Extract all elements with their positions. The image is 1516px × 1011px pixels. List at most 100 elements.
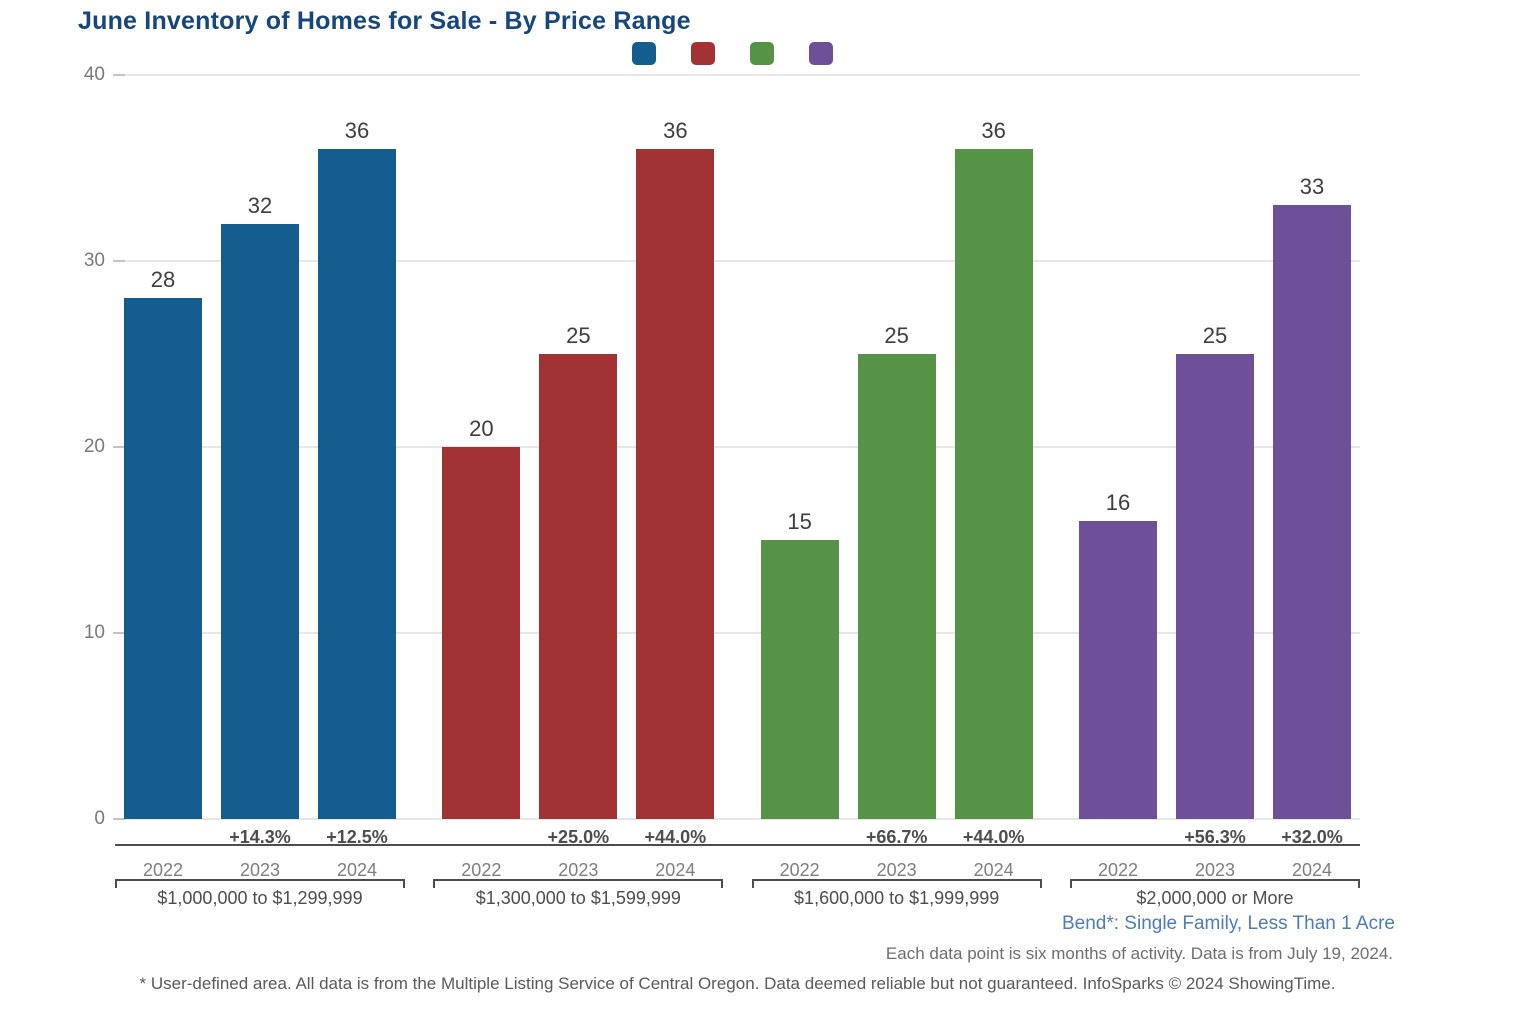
pct-change-label: +44.0% xyxy=(962,827,1025,847)
legend-item xyxy=(808,42,844,65)
year-label: 2023 xyxy=(1194,860,1235,880)
bar-slot: 36 +12.5% 2024 xyxy=(318,75,396,880)
bar-value-label: 32 xyxy=(247,192,273,218)
year-label: 2023 xyxy=(876,860,917,880)
year-label: 2023 xyxy=(558,860,599,880)
bar xyxy=(539,354,618,819)
bar-slot: 25 +66.7% 2023 xyxy=(857,75,936,880)
data-note: Each data point is six months of activit… xyxy=(885,944,1393,963)
y-axis-label: 20 xyxy=(83,436,105,457)
bar xyxy=(124,298,202,819)
year-label: 2024 xyxy=(973,860,1014,880)
pct-change-label: +44.0% xyxy=(644,827,707,847)
bar-group: 16 2022 25 +56.3% 2023 33 +32.0% 2024 xyxy=(1078,75,1351,880)
bar-slot: 20 2022 xyxy=(442,75,521,880)
y-axis-label: 40 xyxy=(83,64,105,85)
bar-value-label: 25 xyxy=(884,323,909,348)
y-axis-tick xyxy=(113,632,125,634)
bar xyxy=(221,223,299,819)
group-bracket xyxy=(751,879,1042,888)
bar-group: 28 2022 32 +14.3% 2023 36 +12.5% 2024 xyxy=(124,75,396,880)
year-label: 2024 xyxy=(336,860,378,880)
year-label: 2022 xyxy=(142,860,184,880)
bar xyxy=(1078,521,1157,819)
bar xyxy=(760,540,839,819)
bar-value-label: 36 xyxy=(981,118,1006,144)
bar-slot: 16 2022 xyxy=(1078,75,1157,880)
bar-value-label: 33 xyxy=(1299,174,1325,200)
bar-slot: 36 +44.0% 2024 xyxy=(636,75,715,880)
bar-slot: 25 +56.3% 2023 xyxy=(1175,75,1254,880)
bar xyxy=(636,149,715,819)
year-label: 2022 xyxy=(461,860,502,880)
y-axis-label: 0 xyxy=(94,808,105,829)
bar-value-label: 15 xyxy=(787,509,812,534)
y-axis-tick xyxy=(113,818,125,820)
area-label: Bend*: Single Family, Less Than 1 Acre xyxy=(1061,913,1395,934)
bar-slot: 32 +14.3% 2023 xyxy=(221,75,299,880)
year-label: 2024 xyxy=(655,860,696,880)
bar-group: 20 2022 25 +25.0% 2023 36 +44.0% 2024 xyxy=(442,75,715,880)
legend xyxy=(115,42,1360,65)
group-label: $1,000,000 to $1,299,999 xyxy=(157,888,363,908)
gridline xyxy=(113,632,1360,634)
pct-change-label: +14.3% xyxy=(229,827,291,847)
y-axis-tick xyxy=(113,260,125,262)
bar-slot: 33 +32.0% 2024 xyxy=(1272,75,1351,880)
bar-group: 15 2022 25 +66.7% 2023 36 +44.0% 2024 xyxy=(760,75,1033,880)
bar xyxy=(1272,205,1351,819)
pct-change-label: +25.0% xyxy=(547,827,610,847)
y-axis-label: 10 xyxy=(83,622,105,643)
gridline xyxy=(113,818,1360,820)
axis-divider-line xyxy=(115,844,1360,846)
group-label: $1,300,000 to $1,599,999 xyxy=(475,888,681,908)
bar-value-label: 16 xyxy=(1105,490,1131,516)
year-label: 2023 xyxy=(239,860,281,880)
bar-value-label: 25 xyxy=(1202,323,1228,348)
y-axis: 0 10 20 30 40 xyxy=(0,64,105,829)
bar-slot: 36 +44.0% 2024 xyxy=(954,75,1033,880)
bar xyxy=(954,149,1033,819)
group-bracket xyxy=(115,879,405,888)
legend-item xyxy=(749,42,785,65)
legend-item xyxy=(631,42,667,65)
year-label: 2022 xyxy=(1097,860,1138,880)
bar-value-label: 36 xyxy=(663,118,688,144)
gridline xyxy=(113,74,1360,76)
group-label: $2,000,000 or More xyxy=(1136,888,1294,908)
pct-change-label: +32.0% xyxy=(1281,827,1343,847)
bar xyxy=(857,354,936,819)
group-bracket xyxy=(1069,879,1360,888)
disclaimer: * User-defined area. All data is from th… xyxy=(139,974,1336,993)
y-axis-tick xyxy=(113,446,125,448)
bar-value-label: 20 xyxy=(469,416,494,441)
gridline xyxy=(113,260,1360,262)
bar xyxy=(442,447,521,819)
legend-swatch xyxy=(631,42,656,65)
legend-swatch xyxy=(690,42,715,65)
bar-slot: 15 2022 xyxy=(760,75,839,880)
y-axis-label: 30 xyxy=(83,250,105,271)
year-label: 2024 xyxy=(1291,860,1332,880)
year-label: 2022 xyxy=(779,860,820,880)
bar-value-label: 28 xyxy=(150,267,176,293)
pct-change-label: +56.3% xyxy=(1184,827,1246,847)
chart-title: June Inventory of Homes for Sale - By Pr… xyxy=(78,7,691,35)
gridline xyxy=(113,446,1360,448)
legend-swatch xyxy=(749,42,774,65)
plot-area: 28 2022 32 +14.3% 2023 36 +12.5% 2024 20 2022 25 +2… xyxy=(113,74,1360,880)
legend-swatch xyxy=(808,42,833,65)
bar-value-label: 25 xyxy=(566,323,591,348)
bar-value-label: 36 xyxy=(344,118,370,144)
group-label: $1,600,000 to $1,999,999 xyxy=(794,888,1000,908)
bar-slot: 25 +25.0% 2023 xyxy=(539,75,618,880)
bar-slot: 28 2022 xyxy=(124,75,202,880)
pct-change-label: +66.7% xyxy=(865,827,928,847)
bar xyxy=(1175,354,1254,819)
pct-change-label: +12.5% xyxy=(326,827,388,847)
bar xyxy=(318,149,396,819)
y-axis-tick xyxy=(113,74,125,76)
legend-item xyxy=(690,42,726,65)
group-bracket xyxy=(433,879,724,888)
